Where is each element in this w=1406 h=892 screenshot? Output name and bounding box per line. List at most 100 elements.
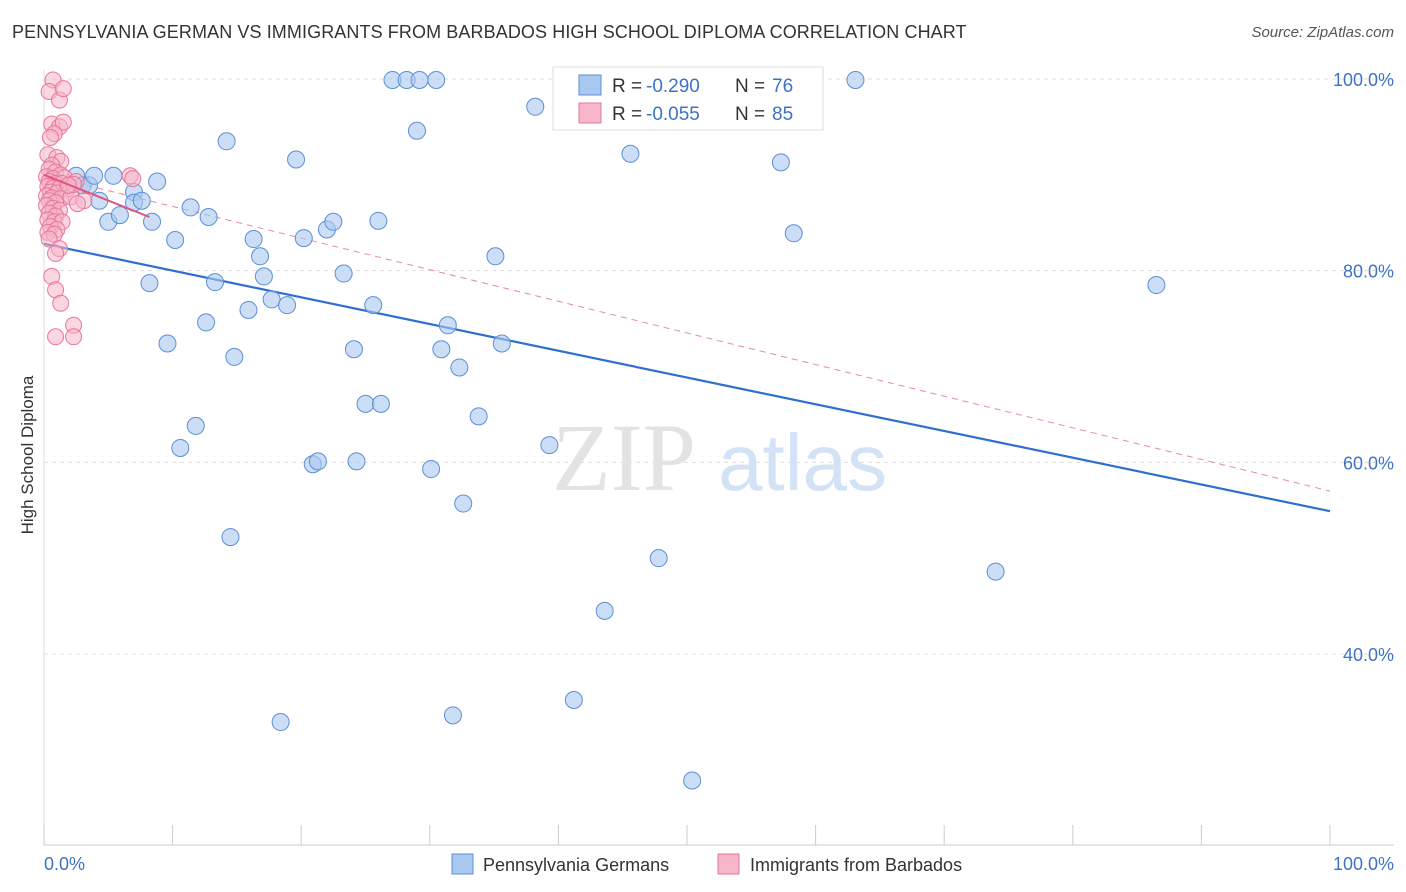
data-point-pennsylvania-germans xyxy=(407,121,426,140)
data-point-pennsylvania-germans xyxy=(649,549,668,568)
data-point-immigrants-from-barbados xyxy=(41,128,59,146)
series-legend-swatch-blue xyxy=(451,853,474,875)
data-point-pennsylvania-germans xyxy=(347,452,366,471)
data-point-pennsylvania-germans xyxy=(683,771,702,790)
data-point-pennsylvania-germans xyxy=(294,229,313,248)
stats-legend-r-value: -0.055 xyxy=(646,104,700,125)
data-point-pennsylvania-germans xyxy=(540,436,559,455)
data-point-pennsylvania-germans xyxy=(132,191,151,210)
data-point-pennsylvania-germans xyxy=(334,264,353,283)
series-legend: Pennsylvania Germans Immigrants from Bar… xyxy=(451,853,962,875)
data-point-immigrants-from-barbados xyxy=(68,195,86,213)
data-point-pennsylvania-germans xyxy=(225,347,244,366)
data-point-pennsylvania-germans xyxy=(621,144,640,163)
data-point-pennsylvania-germans xyxy=(784,224,803,243)
data-point-pennsylvania-germans xyxy=(595,601,614,620)
data-point-pennsylvania-germans xyxy=(148,172,167,191)
data-point-pennsylvania-germans xyxy=(171,438,190,457)
series-immigrants-from-barbados xyxy=(38,71,150,346)
trend-line-pennsylvania-germans xyxy=(43,242,1331,513)
data-point-immigrants-from-barbados xyxy=(47,244,65,262)
y-tick-labels: 40.0% 60.0% 80.0% 100.0% xyxy=(1333,70,1394,665)
data-point-pennsylvania-germans xyxy=(85,166,104,185)
data-point-pennsylvania-germans xyxy=(271,713,290,732)
data-point-pennsylvania-germans xyxy=(239,300,258,319)
data-point-pennsylvania-germans xyxy=(217,132,236,151)
data-point-pennsylvania-germans xyxy=(986,562,1005,581)
data-point-pennsylvania-germans xyxy=(344,340,363,359)
data-point-pennsylvania-germans xyxy=(410,70,429,89)
data-point-pennsylvania-germans xyxy=(197,313,216,332)
data-point-pennsylvania-germans xyxy=(564,691,583,709)
data-point-pennsylvania-germans xyxy=(369,211,388,230)
y-tick-label: 80.0% xyxy=(1343,262,1394,282)
data-point-pennsylvania-germans xyxy=(158,334,177,353)
data-point-immigrants-from-barbados xyxy=(65,328,83,346)
chart-title: PENNSYLVANIA GERMAN VS IMMIGRANTS FROM B… xyxy=(12,22,967,42)
x-tick-label: 100.0% xyxy=(1333,854,1394,874)
data-point-pennsylvania-germans xyxy=(492,334,511,353)
stats-legend-swatch-blue xyxy=(578,74,602,96)
data-point-pennsylvania-germans xyxy=(244,230,263,249)
data-point-pennsylvania-germans xyxy=(454,494,473,513)
y-axis-label: High School Diploma xyxy=(18,375,37,535)
trend-lines xyxy=(43,174,1331,513)
data-point-pennsylvania-germans xyxy=(199,208,218,226)
trend-line-barbados xyxy=(43,173,150,218)
series-legend-label: Pennsylvania Germans xyxy=(483,855,669,875)
data-point-pennsylvania-germans xyxy=(356,394,375,413)
data-point-immigrants-from-barbados xyxy=(124,170,142,188)
data-point-pennsylvania-germans xyxy=(1147,276,1166,295)
data-point-pennsylvania-germans xyxy=(186,416,205,435)
x-tick-label: 0.0% xyxy=(44,854,85,874)
y-tick-label: 100.0% xyxy=(1333,70,1394,90)
y-tick-label: 60.0% xyxy=(1343,453,1394,473)
data-point-pennsylvania-germans xyxy=(450,358,469,377)
data-point-pennsylvania-germans xyxy=(771,153,790,172)
data-point-pennsylvania-germans xyxy=(324,212,343,231)
stats-legend-n-label: N = xyxy=(735,104,765,125)
data-point-pennsylvania-germans xyxy=(140,274,159,293)
data-point-pennsylvania-germans xyxy=(432,340,451,359)
data-point-immigrants-from-barbados xyxy=(52,294,70,312)
data-point-pennsylvania-germans xyxy=(206,273,225,292)
watermark-zip: ZIP xyxy=(552,404,696,511)
data-point-pennsylvania-germans xyxy=(181,198,200,217)
stats-legend-r-label: R = xyxy=(612,104,642,125)
gridlines xyxy=(44,78,1394,655)
source-credit: Source: ZipAtlas.com xyxy=(1251,24,1394,41)
data-point-pennsylvania-germans xyxy=(278,296,297,315)
watermark-atlas: atlas xyxy=(718,418,887,507)
stats-legend-r-value: -0.290 xyxy=(646,76,700,97)
data-point-pennsylvania-germans xyxy=(262,290,281,309)
data-point-pennsylvania-germans xyxy=(846,70,865,89)
data-point-pennsylvania-germans xyxy=(166,231,185,249)
data-point-pennsylvania-germans xyxy=(308,452,327,471)
data-point-pennsylvania-germans xyxy=(422,460,441,479)
data-point-pennsylvania-germans xyxy=(104,166,123,185)
data-point-pennsylvania-germans xyxy=(364,296,383,315)
data-point-pennsylvania-germans xyxy=(486,247,505,266)
series-legend-swatch-pink xyxy=(717,853,740,875)
data-point-pennsylvania-germans xyxy=(143,212,162,231)
stats-legend: R = -0.290 N = 76 R = -0.055 N = 85 xyxy=(552,66,824,131)
data-point-immigrants-from-barbados xyxy=(54,113,72,131)
trend-line-barbados-dashed xyxy=(43,174,1331,492)
data-point-pennsylvania-germans xyxy=(438,316,457,335)
y-axis-label-wrap: High School Diploma xyxy=(18,296,38,535)
data-point-pennsylvania-germans xyxy=(526,97,545,116)
data-point-pennsylvania-germans xyxy=(287,150,306,169)
data-point-pennsylvania-germans xyxy=(251,247,270,266)
stats-legend-n-label: N = xyxy=(735,76,765,97)
data-point-pennsylvania-germans xyxy=(371,394,390,413)
data-point-pennsylvania-germans xyxy=(110,206,129,225)
stats-legend-swatch-pink xyxy=(578,102,602,124)
data-point-immigrants-from-barbados xyxy=(47,328,65,346)
stats-legend-n-value: 76 xyxy=(772,76,793,97)
stats-legend-r-label: R = xyxy=(612,76,642,97)
data-point-immigrants-from-barbados xyxy=(54,80,72,98)
x-ticks xyxy=(43,825,1331,845)
data-point-pennsylvania-germans xyxy=(427,70,446,89)
stats-legend-n-value: 85 xyxy=(772,104,793,125)
